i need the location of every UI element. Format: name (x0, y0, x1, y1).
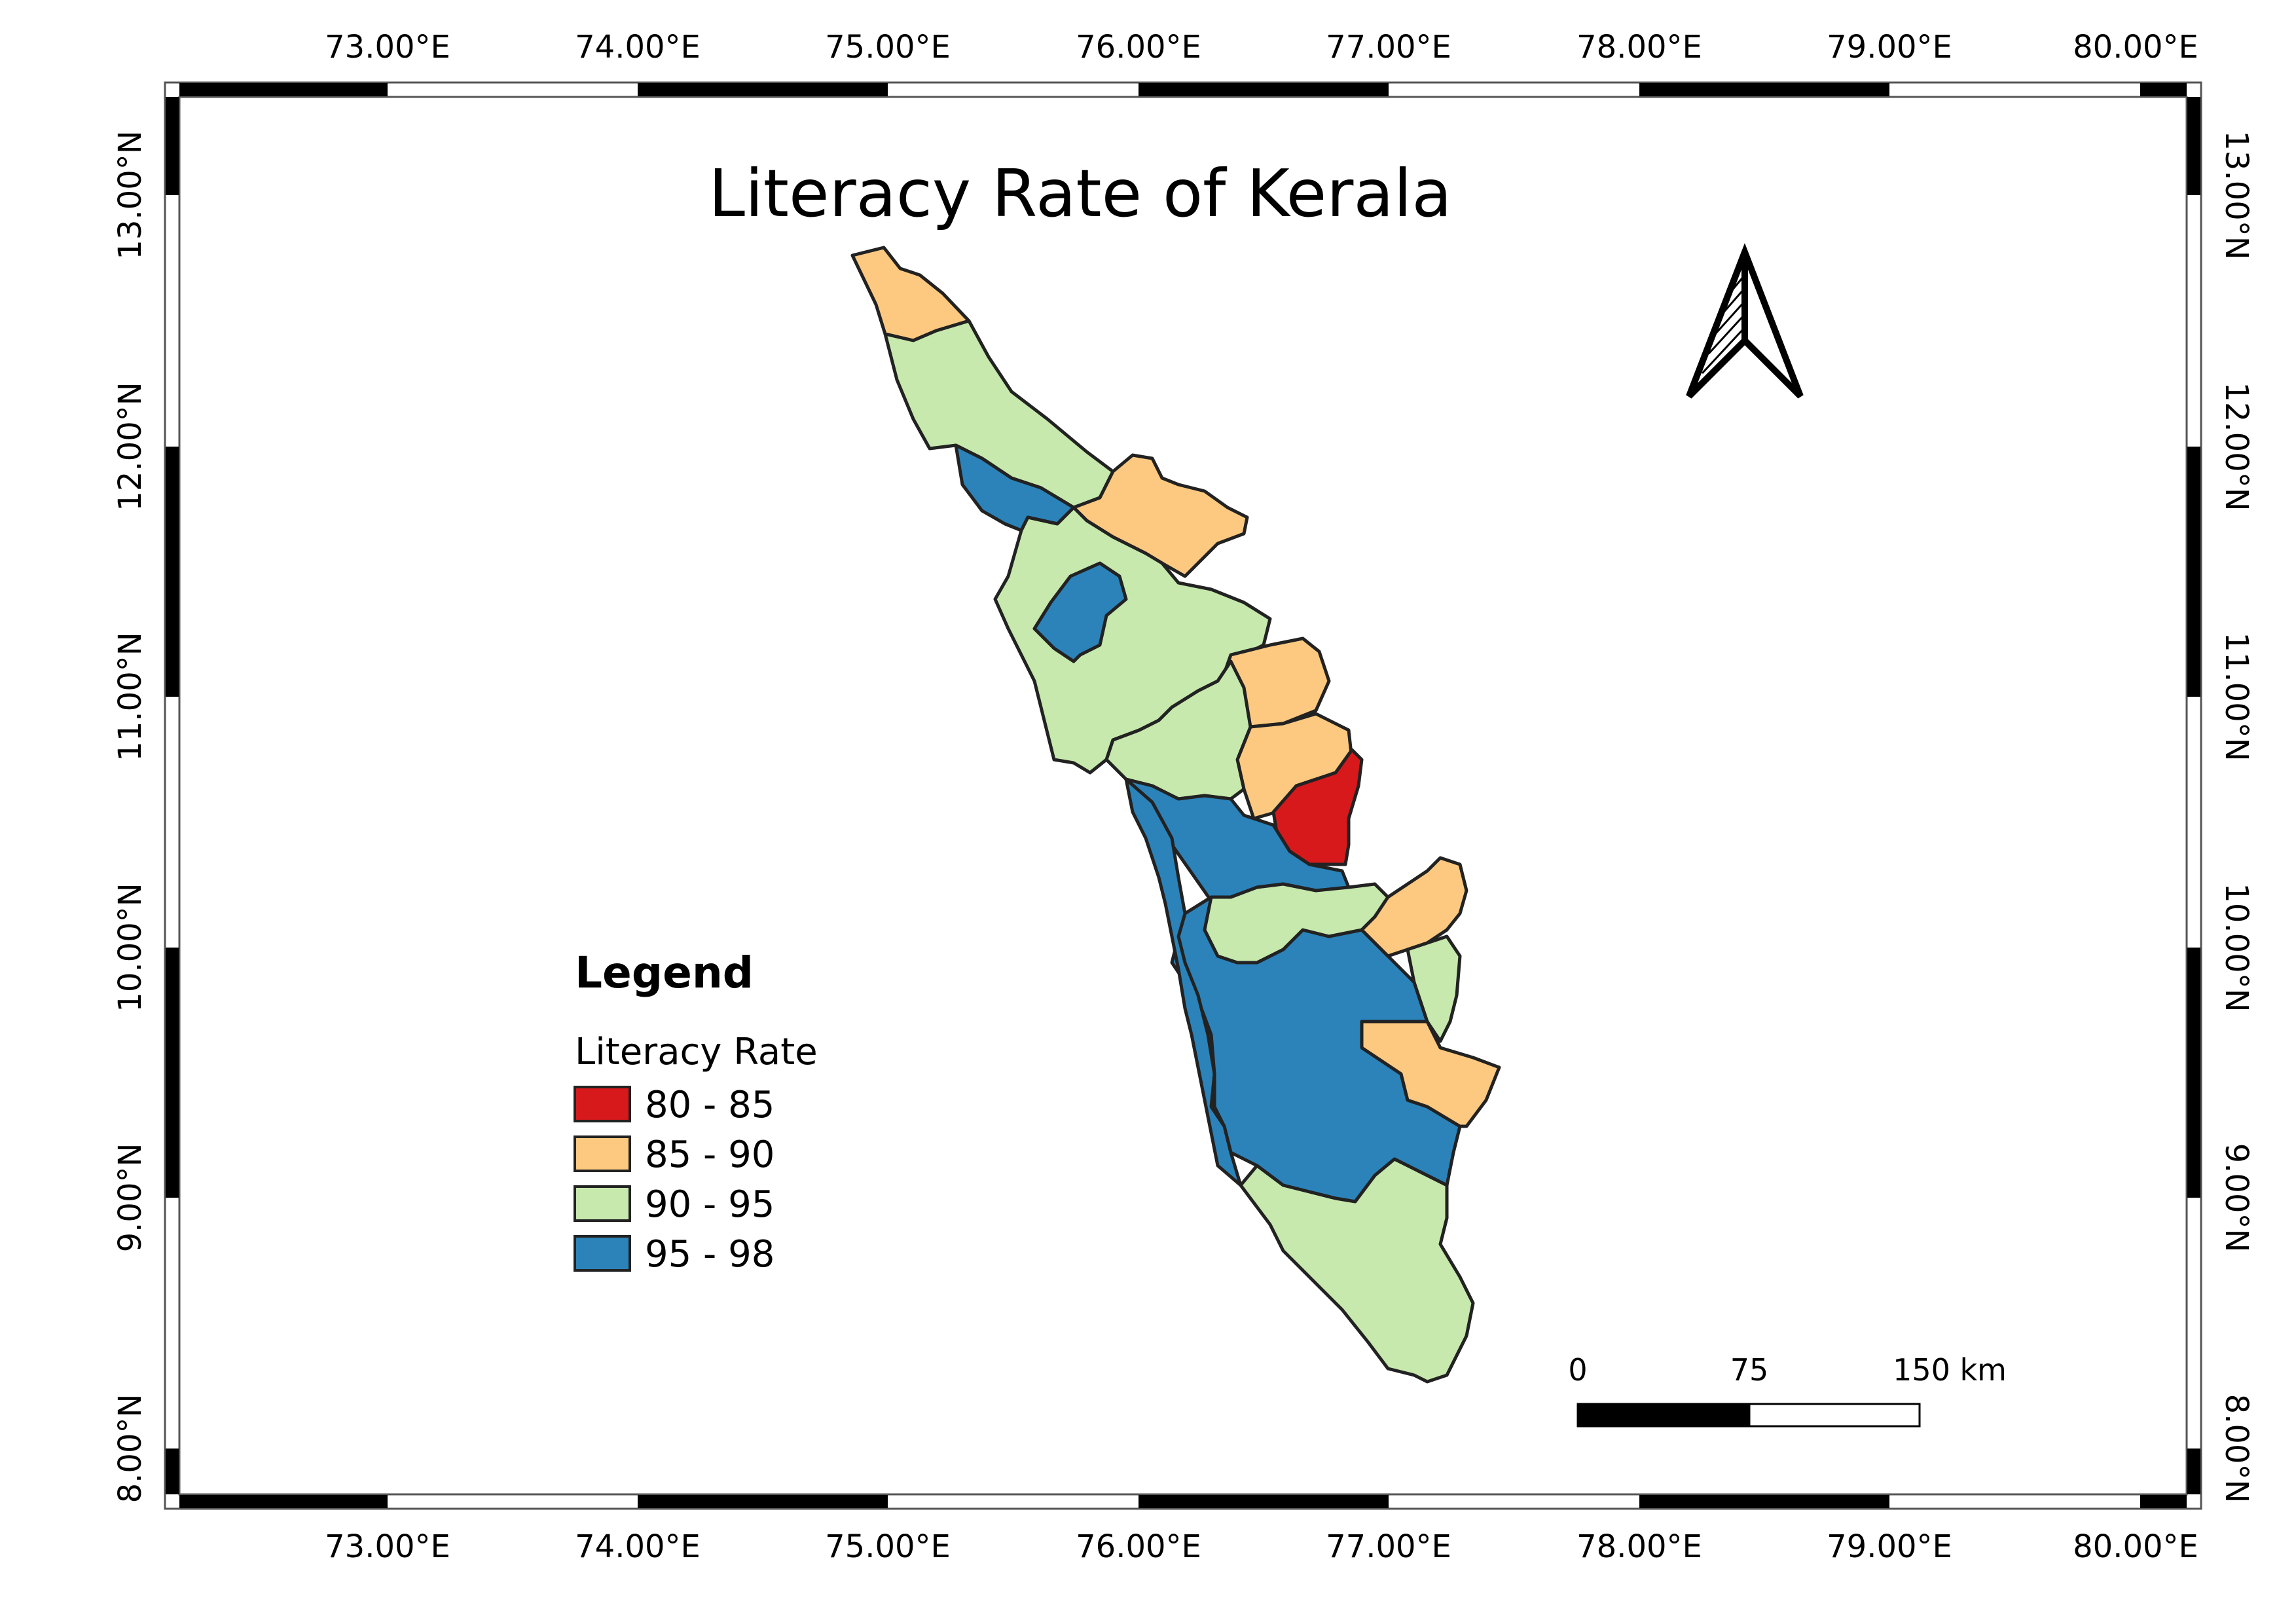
lat-label: 11.00°N (112, 632, 149, 761)
legend-swatch (574, 1086, 631, 1122)
lon-label: 77.00°E (1326, 1528, 1451, 1565)
kerala-choropleth (850, 246, 1501, 1384)
lat-label: 8.00°N (2218, 1394, 2255, 1504)
lat-label: 12.00°N (112, 382, 149, 511)
legend-swatch (574, 1185, 631, 1222)
frame-segments-right (2187, 97, 2200, 1494)
lat-label: 12.00°N (2218, 382, 2255, 511)
scale-label: 0 (1568, 1352, 1587, 1388)
lat-label: 9.00°N (2218, 1143, 2255, 1253)
map-title: Literacy Rate of Kerala (708, 155, 1451, 232)
frame-segments-left (166, 97, 179, 1494)
legend-class-label: 85 - 90 (645, 1134, 774, 1176)
lon-label: 77.00°E (1326, 29, 1451, 65)
lon-label: 79.00°E (1827, 29, 1952, 65)
scale-label: 75 (1730, 1352, 1769, 1388)
region-orange-lower (1360, 1020, 1501, 1128)
lon-label: 76.00°E (1076, 1528, 1201, 1565)
north-arrow-icon (1686, 243, 1804, 399)
region-blue-west (1032, 561, 1128, 663)
lon-label: 74.00°E (575, 29, 701, 65)
legend-swatch (574, 1135, 631, 1172)
lon-label: 73.00°E (325, 29, 450, 65)
lat-label: 10.00°N (2218, 883, 2255, 1012)
lon-label: 73.00°E (325, 1528, 450, 1565)
lon-label: 76.00°E (1076, 29, 1201, 65)
region-orange-idukki (1360, 856, 1468, 958)
lat-label: 13.00°N (112, 130, 149, 259)
region-green-east (1406, 934, 1462, 1043)
lon-label: 75.00°E (825, 29, 951, 65)
legend-swatch (574, 1235, 631, 1272)
legend-class-label: 95 - 98 (645, 1233, 774, 1276)
lat-label: 13.00°N (2218, 130, 2255, 259)
legend-layer-name: Literacy Rate (575, 1031, 818, 1073)
longitude-labels-top: 73.00°E 74.00°E 75.00°E 76.00°E 77.00°E … (325, 29, 2198, 65)
scale-bar: 0 75 150 km (1568, 1352, 2007, 1428)
lon-label: 74.00°E (575, 1528, 701, 1565)
lat-label: 11.00°N (2218, 632, 2255, 761)
lat-label: 9.00°N (112, 1143, 149, 1253)
legend-heading: Legend (575, 948, 754, 998)
scale-label: 150 km (1893, 1352, 2007, 1388)
legend-class-label: 80 - 85 (645, 1084, 774, 1126)
lat-label: 8.00°N (112, 1394, 149, 1504)
lat-label: 10.00°N (112, 883, 149, 1012)
frame-segments-bottom (179, 1495, 2187, 1508)
lon-label: 79.00°E (1827, 1528, 1952, 1565)
lon-label: 80.00°E (2073, 1528, 2198, 1565)
legend-class-label: 90 - 95 (645, 1183, 774, 1226)
lon-label: 78.00°E (1576, 1528, 1702, 1565)
region-green-south (1239, 1157, 1475, 1384)
longitude-labels-bottom: 73.00°E 74.00°E 75.00°E 76.00°E 77.00°E … (325, 1528, 2198, 1565)
map-frame (164, 81, 2202, 1510)
lon-label: 80.00°E (2073, 29, 2198, 65)
frame-segments-top (179, 83, 2187, 96)
latitude-labels-left: 13.00°N 12.00°N 11.00°N 10.00°N 9.00°N 8… (112, 130, 149, 1503)
lon-label: 78.00°E (1576, 29, 1702, 65)
latitude-labels-right: 13.00°N 12.00°N 11.00°N 10.00°N 9.00°N 8… (2218, 130, 2255, 1503)
lon-label: 75.00°E (825, 1528, 951, 1565)
legend: Legend Literacy Rate 80 - 85 85 - 90 90 … (574, 948, 818, 1276)
